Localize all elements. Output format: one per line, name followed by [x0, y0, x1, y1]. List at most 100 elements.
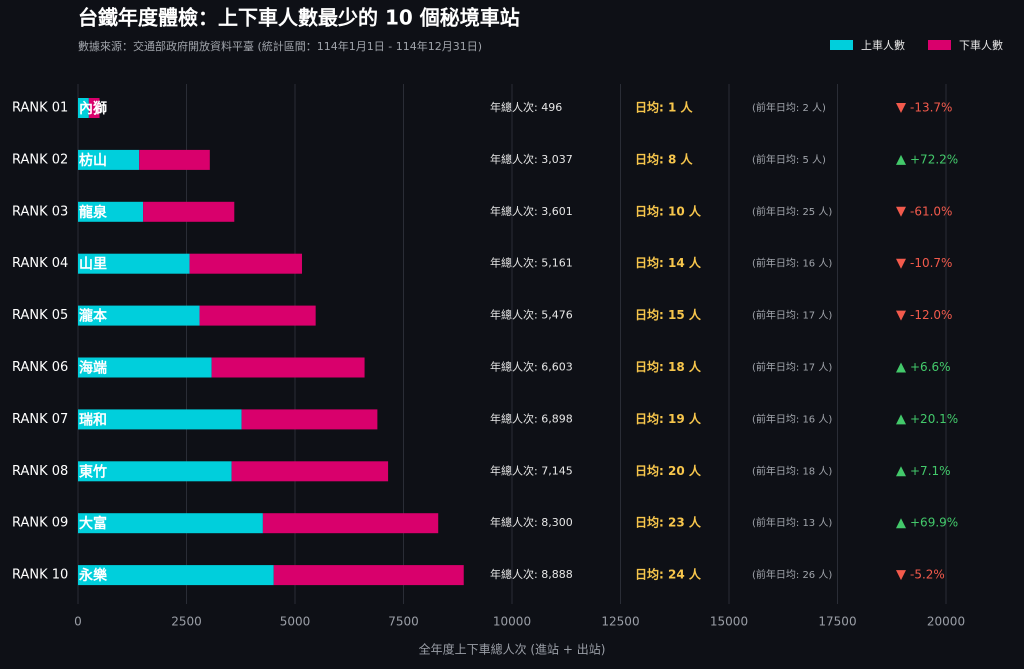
prev-label: (前年日均: 2 人)	[752, 101, 826, 114]
station-label: 瑞和	[79, 411, 107, 428]
daily-label: 日均: 15 人	[635, 307, 702, 322]
station-label: 枋山	[79, 152, 107, 169]
daily-label: 日均: 14 人	[635, 255, 702, 270]
rank-label: RANK 07	[12, 412, 68, 427]
prev-label: (前年日均: 13 人)	[752, 516, 832, 529]
bar-segment	[211, 357, 365, 378]
x-tick-label: 10000	[493, 615, 531, 629]
prev-label: (前年日均: 16 人)	[752, 257, 832, 270]
daily-label: 日均: 19 人	[635, 411, 702, 426]
change-label: +72.2%	[910, 152, 958, 166]
rank-label: RANK 06	[12, 360, 68, 375]
total-label: 年總人次: 3,601	[490, 204, 573, 218]
change-label: -13.7%	[910, 101, 952, 115]
daily-label: 日均: 8 人	[635, 151, 694, 166]
bar-segment	[78, 149, 140, 170]
bar-segment	[231, 461, 389, 482]
rank-label: RANK 01	[12, 101, 68, 116]
rank-label: RANK 08	[12, 464, 68, 479]
total-label: 年總人次: 7,145	[490, 463, 573, 477]
change-label: +6.6%	[910, 360, 951, 374]
x-tick-label: 2500	[171, 615, 202, 629]
prev-label: (前年日均: 16 人)	[752, 412, 832, 425]
total-label: 年總人次: 3,037	[490, 152, 573, 166]
bar-segment	[78, 461, 232, 482]
station-label: 山里	[79, 257, 107, 273]
station-label: 永樂	[78, 567, 108, 584]
daily-label: 日均: 20 人	[635, 463, 702, 478]
trend-icon	[896, 362, 906, 373]
bar-segment	[78, 98, 89, 118]
rank-label: RANK 10	[12, 568, 68, 583]
bar-segment	[78, 253, 190, 274]
x-axis-label: 全年度上下車總人次 (進站 + 出站)	[419, 642, 606, 657]
x-tick-label: 5000	[280, 615, 311, 629]
change-label: +7.1%	[910, 464, 951, 478]
prev-label: (前年日均: 5 人)	[752, 153, 826, 166]
total-label: 年總人次: 8,300	[490, 515, 573, 529]
change-label: -61.0%	[910, 204, 952, 218]
prev-label: (前年日均: 18 人)	[752, 464, 832, 477]
bar-segment	[78, 409, 242, 430]
bar-segment	[139, 149, 210, 170]
x-tick-label: 12500	[601, 615, 639, 629]
trend-icon	[896, 258, 906, 269]
daily-label: 日均: 23 人	[635, 515, 702, 530]
chart-subtitle: 數據來源：交通部政府開放資料平臺 (統計區間：114年1月1日 - 114年12…	[78, 39, 482, 53]
bar-segment	[78, 357, 212, 378]
change-label: -10.7%	[910, 256, 952, 270]
station-label: 龍泉	[79, 204, 108, 221]
rank-label: RANK 04	[12, 256, 68, 271]
legend-swatch	[830, 40, 853, 50]
change-label: -5.2%	[910, 568, 945, 582]
prev-label: (前年日均: 17 人)	[752, 309, 832, 322]
legend-label: 下車人數	[959, 38, 1003, 52]
prev-label: (前年日均: 25 人)	[752, 205, 832, 218]
station-label: 海端	[79, 360, 107, 377]
trend-icon	[896, 206, 906, 217]
trend-icon	[896, 414, 906, 425]
prev-label: (前年日均: 26 人)	[752, 568, 832, 581]
chart-title: 台鐵年度體檢：上下車人數最少的 10 個秘境車站	[78, 6, 520, 30]
bar-segment	[78, 565, 274, 586]
total-label: 年總人次: 5,476	[490, 308, 573, 322]
trend-icon	[896, 103, 906, 113]
total-label: 年總人次: 6,603	[490, 360, 573, 374]
daily-label: 日均: 24 人	[635, 567, 702, 582]
bar-segment	[189, 253, 302, 274]
daily-label: 日均: 18 人	[635, 359, 702, 374]
trend-icon	[896, 154, 906, 165]
bar-segment	[273, 565, 464, 586]
station-label: 大富	[79, 515, 107, 532]
change-label: +20.1%	[910, 412, 958, 426]
station-label: 東竹	[79, 463, 107, 480]
trend-icon	[896, 518, 906, 529]
x-tick-label: 20000	[927, 615, 965, 629]
total-label: 年總人次: 8,888	[490, 567, 573, 581]
bar-segment	[199, 305, 316, 326]
legend-label: 上車人數	[861, 38, 905, 52]
station-label: 瀧本	[79, 308, 108, 325]
bar-segment	[88, 98, 100, 118]
x-tick-label: 15000	[710, 615, 748, 629]
legend-swatch	[928, 40, 951, 50]
bar-segment	[143, 201, 235, 222]
rank-label: RANK 02	[12, 152, 68, 167]
x-tick-label: 17500	[818, 615, 856, 629]
bar-segment	[78, 201, 144, 222]
daily-label: 日均: 10 人	[635, 203, 702, 218]
x-tick-label: 0	[74, 615, 82, 629]
trend-icon	[896, 310, 906, 321]
change-label: -12.0%	[910, 308, 952, 322]
rank-label: RANK 03	[12, 204, 68, 219]
prev-label: (前年日均: 17 人)	[752, 361, 832, 374]
total-label: 年總人次: 5,161	[490, 256, 573, 270]
change-label: +69.9%	[910, 516, 958, 530]
bar-segment	[78, 305, 200, 326]
x-tick-label: 7500	[388, 615, 419, 629]
daily-label: 日均: 1 人	[635, 100, 694, 115]
total-label: 年總人次: 6,898	[490, 411, 573, 425]
rank-label: RANK 09	[12, 516, 68, 531]
bar-segment	[262, 513, 439, 534]
